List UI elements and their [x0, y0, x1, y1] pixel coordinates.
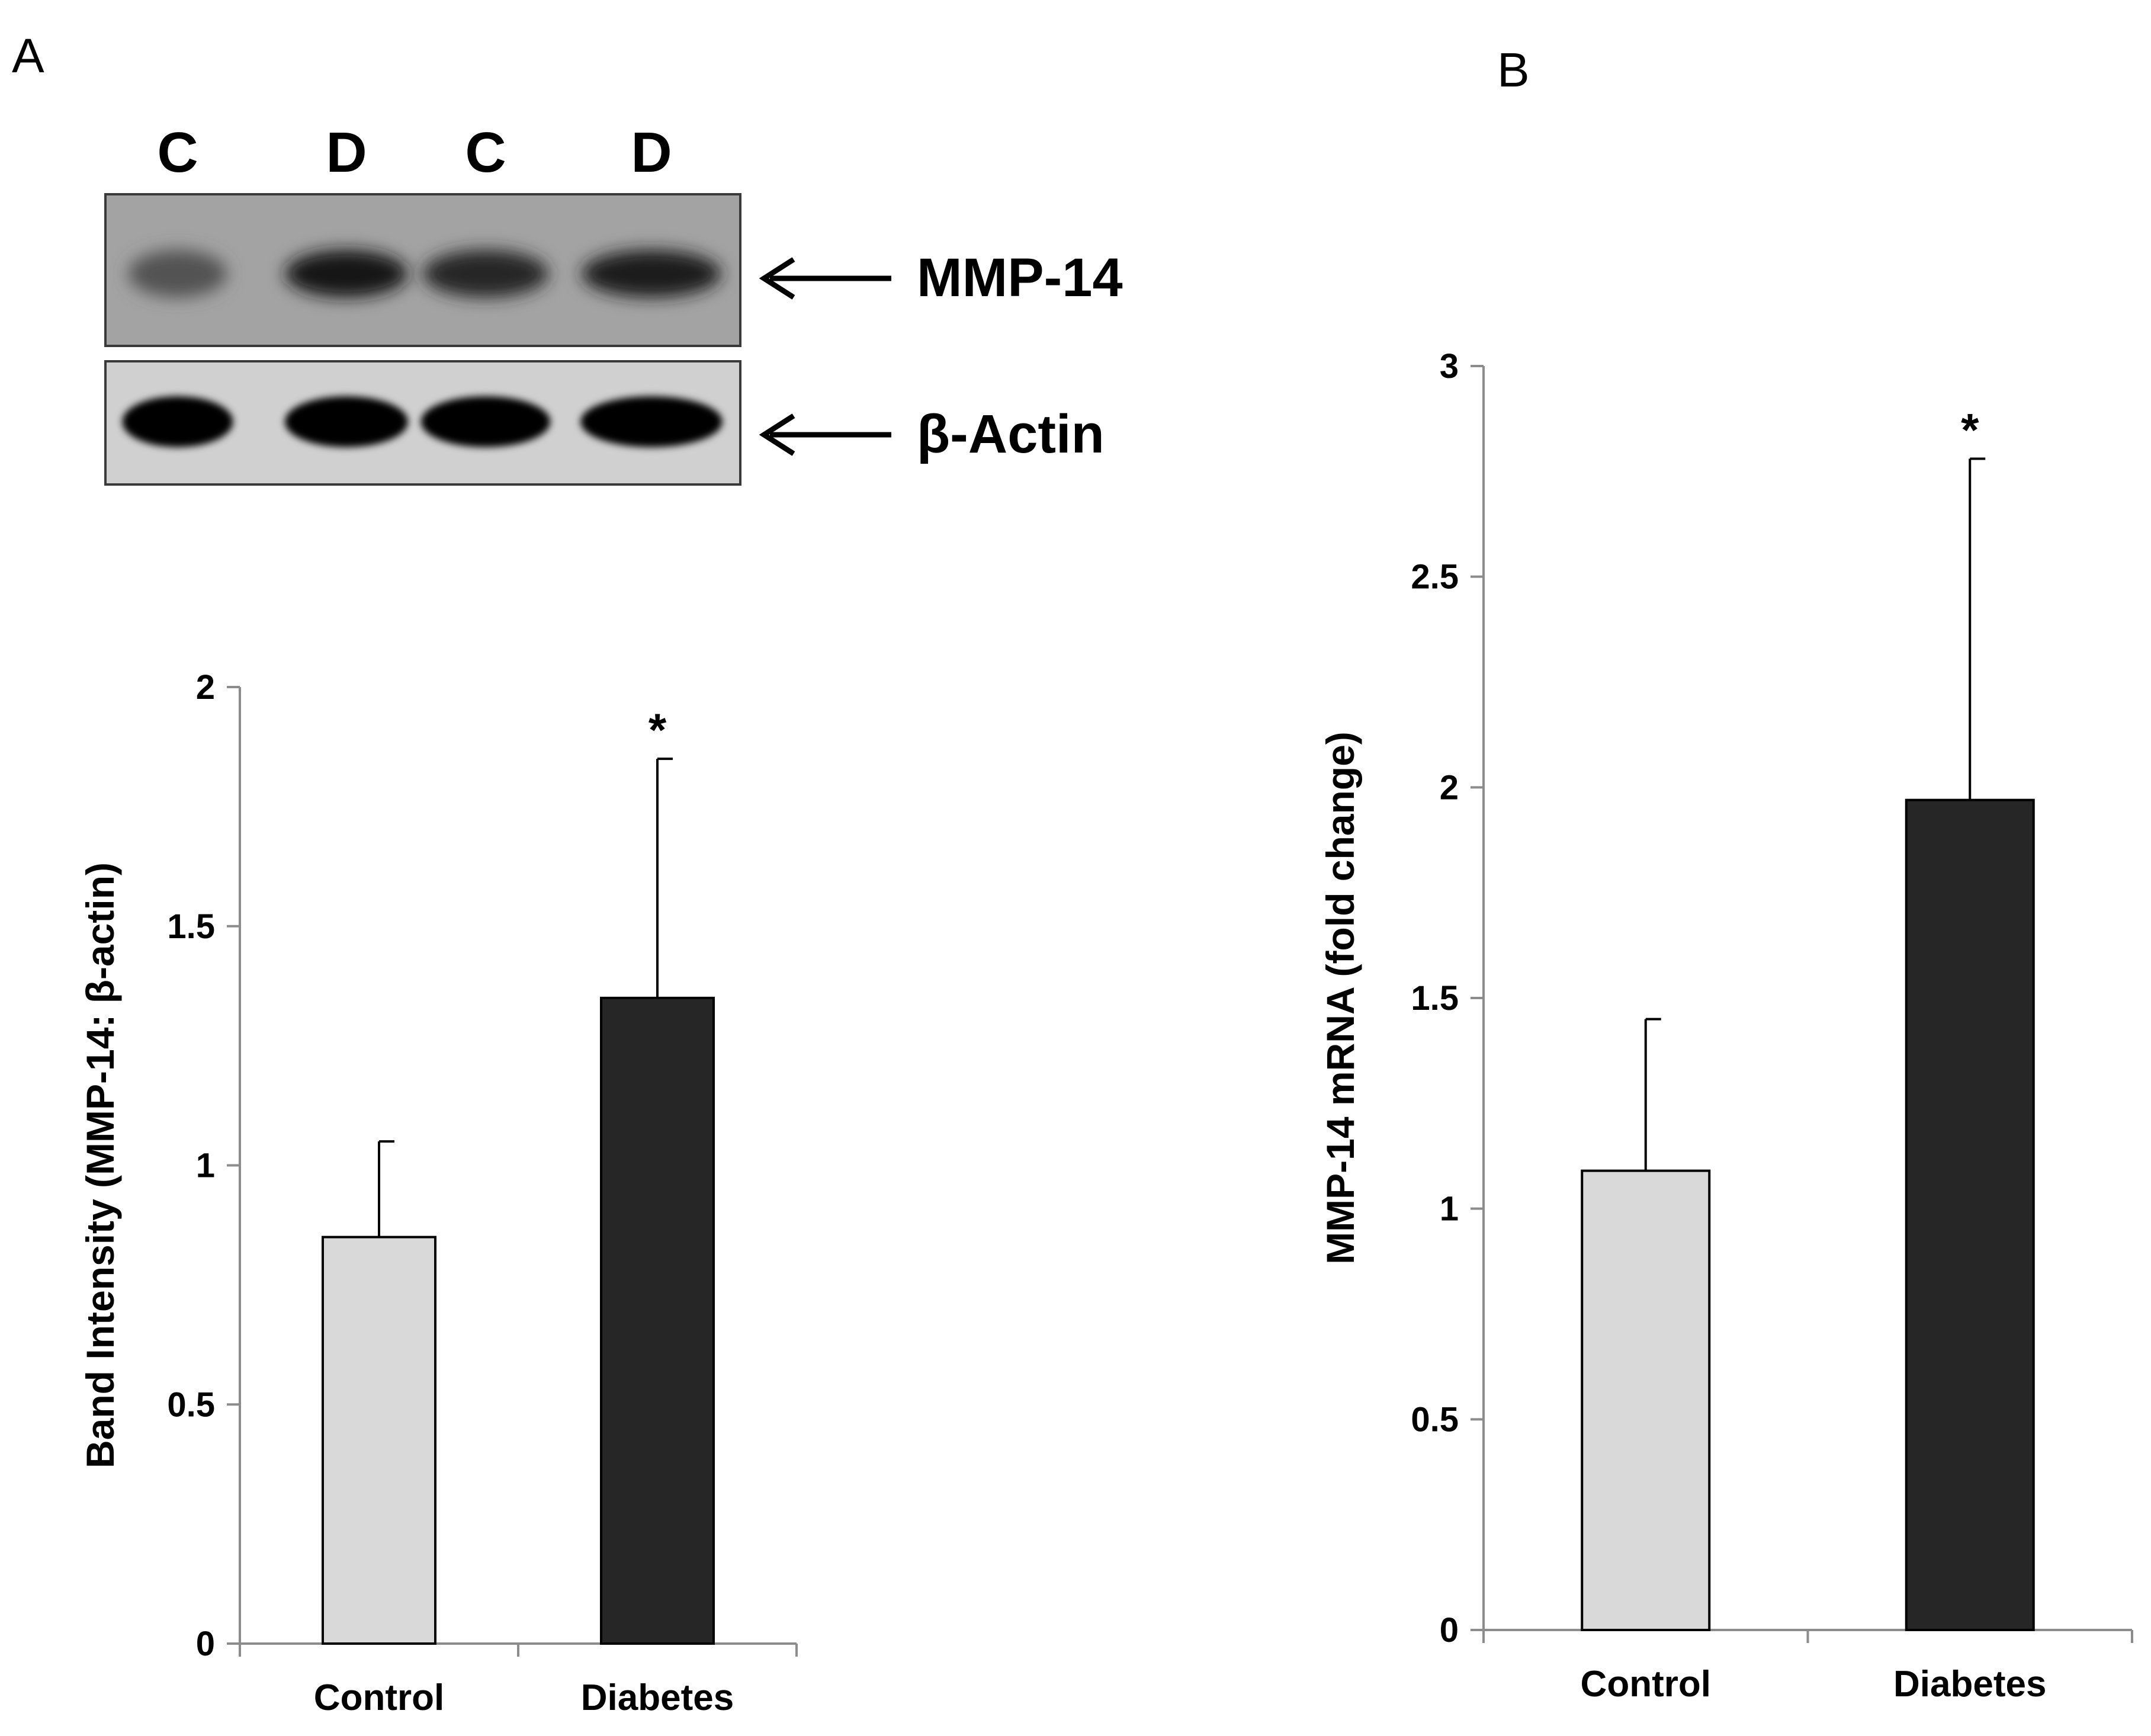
x-tick-label: Diabetes	[581, 1677, 734, 1718]
lane-label: C	[157, 121, 198, 184]
y-tick-label: 0.5	[1411, 1400, 1459, 1439]
blot-band	[128, 250, 227, 297]
bar-diabetes	[600, 996, 715, 1645]
blot-band	[122, 396, 233, 447]
western-blot: C D C D MMP-14 β-Actin	[104, 121, 1123, 486]
y-tick-label: 1	[196, 1147, 215, 1185]
y-tick-label: 2	[1440, 768, 1459, 807]
bar-control	[1581, 1169, 1711, 1631]
y-tick-label: 0.5	[167, 1385, 215, 1424]
bar-diabetes	[1905, 798, 2035, 1631]
lane-label: D	[326, 121, 367, 184]
arrow-head	[759, 257, 795, 300]
x-tick-label: Control	[1581, 1664, 1711, 1705]
y-tick-label: 0	[1440, 1611, 1459, 1650]
y-tick-label: 2.5	[1411, 558, 1459, 596]
x-tick-label: Diabetes	[1893, 1664, 2046, 1705]
blot-band	[422, 250, 549, 297]
blot-band	[582, 250, 721, 297]
y-axis-label: Band Intensity (MMP-14: β-actin)	[78, 862, 122, 1468]
y-axis-label: MMP-14 mRNA (fold change)	[1318, 731, 1362, 1265]
y-tick-label: 1.5	[1411, 979, 1459, 1018]
y-tick-label: 1	[1440, 1190, 1459, 1228]
chart-band-intensity: 0 0.5 1 1.5 2 Control * Diabetes Band Intensity …	[78, 668, 798, 1718]
y-tick-label: 0	[196, 1625, 215, 1663]
blot-band	[285, 396, 408, 447]
panel-label-a: A	[12, 29, 44, 83]
band-label: MMP-14	[917, 248, 1123, 308]
y-tick-label: 1.5	[167, 907, 215, 946]
blot-band	[580, 396, 723, 447]
significance-star: *	[1961, 403, 1979, 455]
significance-star: *	[648, 704, 667, 756]
y-tick-label: 3	[1440, 347, 1459, 386]
blot-band	[285, 250, 408, 297]
lane-label: C	[465, 121, 506, 184]
bar-control	[322, 1236, 436, 1645]
lane-label: D	[631, 121, 672, 184]
y-tick-label: 2	[196, 668, 215, 707]
band-label: β-Actin	[917, 404, 1105, 464]
chart-mrna-fold-change: 0 0.5 1 1.5 2 2.5 3 Control * Diabetes MMP-14 mRNA…	[1318, 347, 2133, 1705]
blot-band	[420, 396, 551, 447]
x-tick-label: Control	[314, 1677, 444, 1718]
arrow-head	[759, 413, 795, 456]
panel-label-b: B	[1497, 43, 1530, 97]
